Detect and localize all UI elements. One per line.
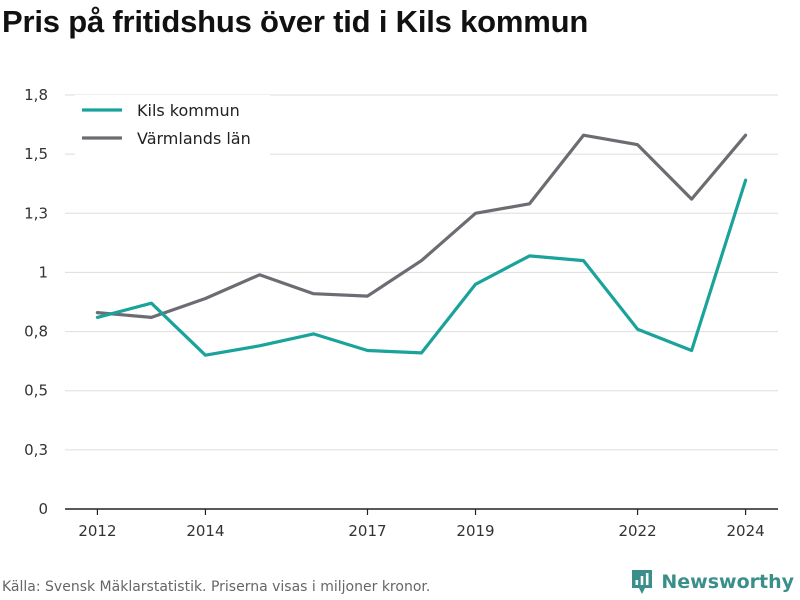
chart-title: Pris på fritidshus över tid i Kils kommu… xyxy=(2,4,589,39)
y-tick-label: 1 xyxy=(38,263,48,281)
x-tick-label: 2012 xyxy=(78,522,116,540)
x-tick-label: 2022 xyxy=(618,522,656,540)
series-lines xyxy=(95,133,748,357)
source-note: Källa: Svensk Mäklarstatistik. Priserna … xyxy=(2,579,431,595)
series-line-1 xyxy=(95,133,748,319)
x-tick-label: 2024 xyxy=(726,522,764,540)
brand-name: Newsworthy xyxy=(661,571,794,593)
newsworthy-logo-icon xyxy=(632,570,653,594)
legend-label: Värmlands län xyxy=(137,129,251,148)
x-tick-label: 2014 xyxy=(186,522,224,540)
grid-lines xyxy=(65,94,778,451)
legend-label: Kils kommun xyxy=(137,101,240,120)
brand-logo: Newsworthy xyxy=(630,568,794,596)
x-tick-label: 2019 xyxy=(456,522,494,540)
y-tick-label: 1,5 xyxy=(24,145,48,163)
y-tick-label: 0,5 xyxy=(24,382,48,400)
y-tick-label: 0,3 xyxy=(24,441,48,459)
legend-background xyxy=(75,95,270,155)
y-tick-label: 1,8 xyxy=(24,86,48,104)
x-tick-label: 2017 xyxy=(348,522,386,540)
y-tick-label: 0,8 xyxy=(24,323,48,341)
axes: 0 0,3 0,5 0,8 1 1,3 1,5 1,8 2012 2014 2017 2019 2022… xyxy=(24,86,778,540)
y-tick-label: 1,3 xyxy=(24,204,48,222)
y-tick-label: 0 xyxy=(38,500,48,518)
series-line-0 xyxy=(95,178,748,357)
legend: Kils kommun Värmlands län xyxy=(75,95,270,155)
